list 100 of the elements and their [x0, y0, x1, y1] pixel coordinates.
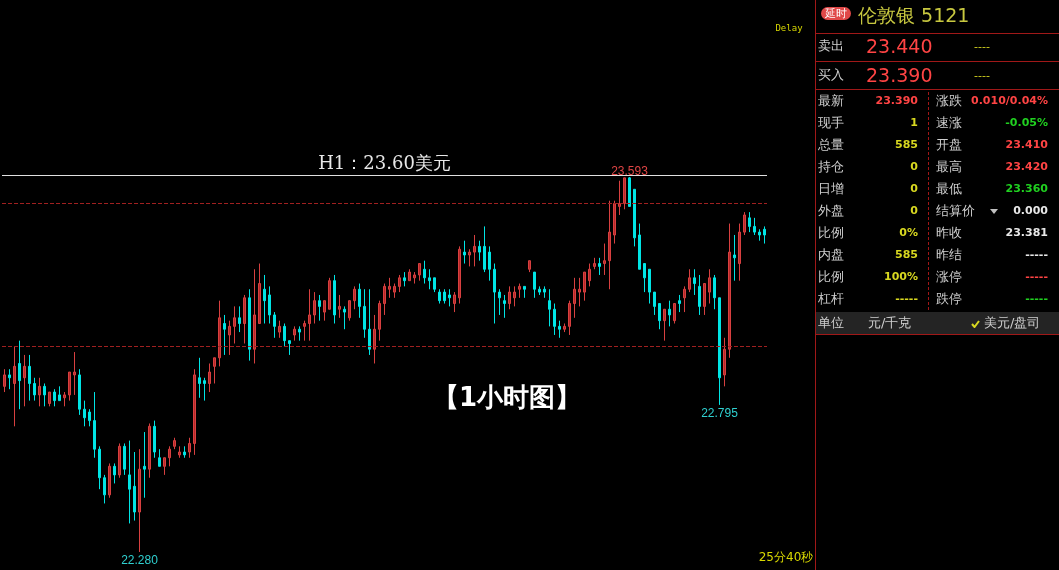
candlestick	[223, 314, 226, 356]
text: 涨跌	[936, 93, 962, 108]
candlestick	[683, 285, 686, 313]
annotation: 【1小时图】	[432, 382, 582, 412]
text: 23.381	[1005, 226, 1048, 239]
candlestick	[738, 223, 741, 282]
candlestick	[418, 263, 421, 282]
candlestick	[408, 268, 411, 282]
candlestick	[113, 462, 116, 484]
candlestick	[478, 240, 481, 262]
text: Delay	[775, 23, 804, 33]
text: -----	[1025, 270, 1048, 283]
candlestick	[233, 305, 236, 345]
text: 外盘	[818, 203, 844, 218]
candlestick	[488, 245, 491, 282]
candlestick	[413, 271, 416, 285]
candlestick	[283, 323, 286, 347]
text: 伦敦银 5121	[858, 4, 970, 26]
candlestick	[383, 283, 386, 316]
candlestick	[38, 377, 41, 407]
candlestick	[333, 274, 336, 325]
candlestick	[538, 285, 541, 296]
candlestick	[613, 200, 616, 245]
text: 开盘	[936, 137, 962, 152]
candlestick	[648, 268, 651, 305]
text: 跌停	[936, 291, 962, 306]
text: 现手	[818, 115, 844, 130]
candlestick	[483, 225, 486, 273]
candlestick	[563, 323, 566, 333]
candlestick	[703, 283, 706, 316]
candlestick	[133, 451, 136, 522]
text: 买入	[818, 67, 844, 82]
text: 1	[910, 116, 918, 129]
candlestick	[213, 357, 216, 384]
candlestick	[28, 354, 31, 402]
text: -----	[1025, 248, 1048, 261]
candlestick	[603, 243, 606, 276]
candlestick	[663, 308, 666, 342]
candlestick	[588, 263, 591, 287]
candlestick	[148, 422, 151, 479]
text: -0.05%	[1005, 116, 1048, 129]
candlestick	[73, 351, 76, 396]
candlestick	[3, 368, 6, 393]
text: 持仓	[818, 159, 844, 174]
candlestick	[708, 268, 711, 305]
candlestick	[733, 234, 736, 282]
candlestick	[173, 437, 176, 450]
candlestick	[88, 408, 91, 427]
text: 0.010/0.04%	[971, 94, 1048, 107]
annotation: 22.280	[121, 552, 159, 567]
candlestick	[153, 420, 156, 459]
candlestick	[568, 300, 571, 336]
candlestick	[58, 385, 61, 402]
candlestick	[388, 277, 391, 299]
candlestick	[593, 257, 596, 270]
candlestick	[518, 283, 521, 299]
candlestick	[53, 388, 56, 407]
candlestick	[658, 303, 661, 330]
text: 总量	[818, 137, 844, 152]
candlestick	[168, 445, 171, 467]
candlestick	[458, 245, 461, 305]
candlestick	[428, 268, 431, 290]
candlestick	[258, 263, 261, 325]
candlestick	[533, 271, 536, 299]
candlestick	[463, 240, 466, 265]
candlestick	[423, 260, 426, 285]
text: 结算价	[936, 203, 975, 218]
text: 昨结	[936, 247, 962, 262]
candlestick	[688, 268, 691, 293]
text: 昨收	[936, 225, 962, 240]
candlestick	[323, 300, 326, 322]
candlestick	[368, 288, 371, 356]
candlestick	[288, 340, 291, 356]
text: 元/千克	[868, 315, 912, 330]
candlestick	[243, 294, 246, 345]
candlestick	[578, 277, 581, 307]
candlestick	[78, 368, 81, 416]
text: 0%	[899, 226, 918, 239]
candlestick	[188, 437, 191, 459]
text: ----	[974, 40, 990, 53]
candlestick	[448, 288, 451, 307]
candlestick	[453, 291, 456, 313]
text: 美元/盘司	[984, 315, 1041, 330]
candlestick	[693, 268, 696, 296]
text: 585	[895, 138, 918, 151]
text: 日增	[818, 181, 844, 196]
candlestick	[543, 285, 546, 299]
candlestick	[698, 274, 701, 316]
candlestick	[498, 288, 501, 316]
candlestick	[608, 200, 611, 290]
candlestick	[343, 305, 346, 330]
text: 0	[910, 182, 918, 195]
text: 0.000	[1013, 204, 1048, 217]
candlestick	[228, 320, 231, 356]
text: -----	[1025, 292, 1048, 305]
candlestick	[33, 377, 36, 402]
candlestick	[513, 285, 516, 307]
candlestick	[328, 277, 331, 310]
candlestick	[143, 431, 146, 499]
candlestick	[468, 248, 471, 267]
